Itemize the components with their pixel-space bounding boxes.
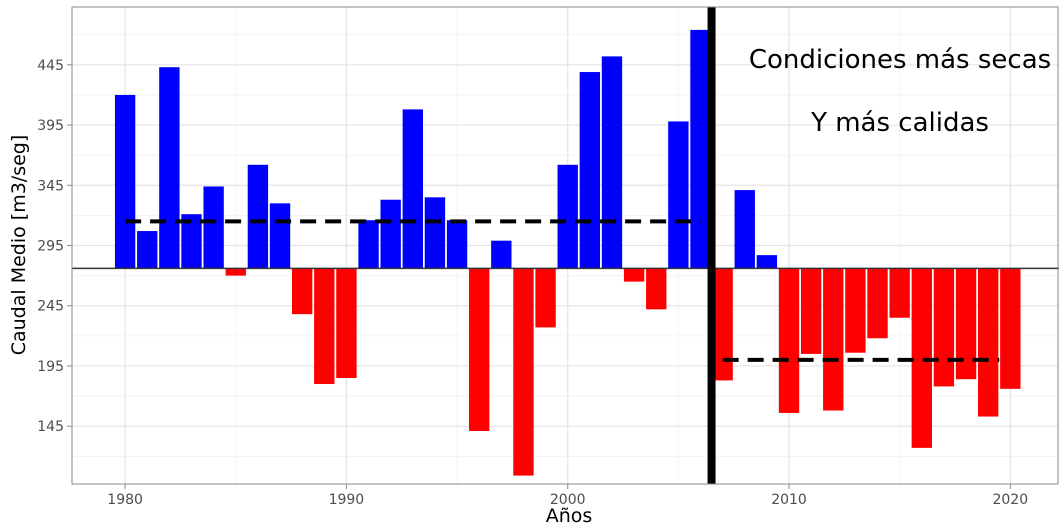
y-tick-labels: 145 195 245 295 345 395 445	[37, 58, 72, 435]
bar-2020	[1000, 268, 1021, 389]
bar-2019	[978, 268, 999, 417]
x-tick-label: 2000	[550, 492, 586, 508]
x-tick-labels: 1980 1990 2000 2010 2020	[107, 484, 1028, 508]
bar-2012	[823, 268, 844, 411]
bar-2011	[800, 268, 822, 354]
annotation-line-1: Condiciones más secas	[749, 45, 1051, 75]
bar-1988	[291, 268, 313, 315]
bar-1987	[269, 203, 291, 269]
bar-1999	[535, 268, 556, 328]
x-tick-label: 1990	[329, 492, 365, 508]
bar-1998	[513, 268, 534, 476]
y-tick-label: 295	[37, 239, 64, 255]
bar-1983	[181, 214, 202, 269]
annotation-line-2: Y más calidas	[810, 108, 989, 138]
bar-1989	[314, 268, 335, 385]
y-tick-label: 195	[37, 359, 64, 375]
bar-2009	[756, 255, 778, 269]
bars	[114, 29, 1021, 476]
bar-1982	[159, 67, 180, 269]
bar-2010	[778, 268, 800, 413]
bar-2006	[690, 29, 711, 269]
bar-1991	[358, 220, 379, 269]
bar-1995	[446, 220, 468, 269]
x-tick-label: 1980	[107, 492, 143, 508]
bar-2004	[646, 268, 667, 310]
y-axis-title: Caudal Medio [m3/seg]	[8, 135, 30, 356]
bar-2008	[734, 190, 755, 269]
bar-1980	[114, 94, 136, 269]
bar-1993	[402, 109, 423, 269]
x-tick-label: 2010	[771, 492, 807, 508]
x-tick-label: 2020	[992, 492, 1028, 508]
y-tick-label: 445	[37, 58, 64, 74]
bar-1996	[469, 268, 490, 431]
y-tick-label: 395	[37, 118, 64, 134]
bar-2002	[601, 56, 623, 269]
bar-2013	[845, 268, 866, 353]
bar-1994	[424, 197, 446, 269]
reference-lines	[125, 219, 1000, 362]
bar-1986	[247, 164, 269, 269]
y-tick-label: 345	[37, 178, 64, 194]
bar-2015	[889, 268, 910, 318]
bar-2000	[557, 164, 578, 269]
bar-2016	[911, 268, 932, 448]
bar-2018	[955, 268, 977, 380]
bar-2017	[933, 268, 955, 387]
bar-1990	[336, 268, 357, 378]
x-axis-title: Años	[546, 505, 593, 527]
bar-2014	[867, 268, 888, 339]
bar-1992	[380, 199, 401, 269]
y-tick-label: 145	[37, 419, 64, 435]
bar-2007	[712, 268, 733, 381]
bar-1997	[491, 240, 512, 269]
y-tick-label: 245	[37, 299, 64, 315]
bar-2001	[579, 72, 601, 269]
bar-1981	[137, 231, 158, 269]
bar-2005	[668, 121, 689, 269]
bar-2003	[623, 268, 645, 282]
bar-1984	[203, 186, 224, 269]
bar-1985	[225, 268, 246, 276]
